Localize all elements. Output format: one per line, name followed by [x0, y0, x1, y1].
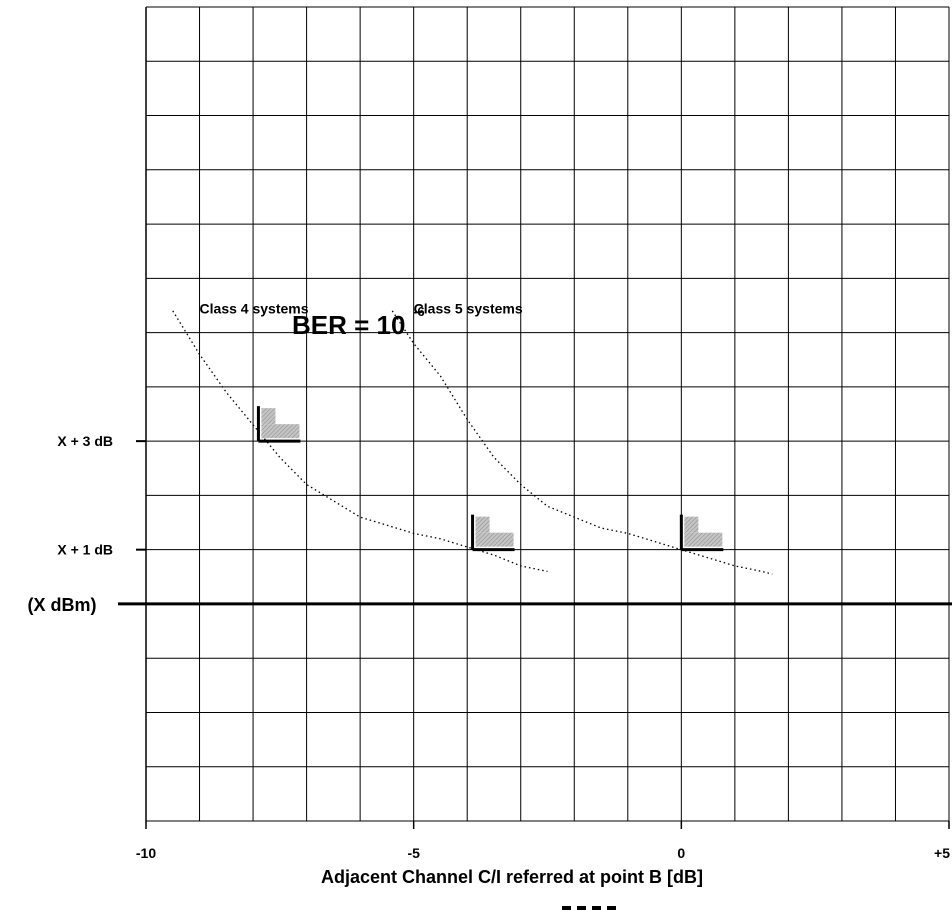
spec-marker-fill — [684, 516, 699, 533]
series-label: Class 5 systems — [414, 301, 523, 317]
dash-decoration — [562, 906, 616, 910]
reference-line-label: (X dBm) — [28, 595, 97, 615]
spec-marker-2 — [471, 514, 515, 552]
spec-marker-fill — [261, 408, 276, 425]
x-tick-label: -10 — [136, 845, 156, 861]
spec-marker-fill — [475, 532, 514, 547]
label-layer: BER = 10 -6 Adjacent Channel C/I referre… — [28, 301, 951, 887]
y-tick-label: X + 1 dB — [57, 542, 113, 558]
x-tick-label: +5 — [934, 845, 950, 861]
x-axis-label: Adjacent Channel C/I referred at point B… — [321, 867, 703, 887]
x-tick-label: -5 — [407, 845, 420, 861]
grid — [145, 6, 950, 829]
series-label: Class 4 systems — [200, 301, 309, 317]
marker-layer — [256, 406, 724, 552]
spec-marker-fill — [475, 516, 490, 533]
spec-marker-3 — [679, 514, 724, 552]
reference-layer — [118, 440, 952, 606]
chart-title-superscript: -6 — [413, 304, 425, 319]
chart-title: BER = 10 — [292, 310, 405, 340]
x-tick-label: 0 — [677, 845, 685, 861]
spec-marker-fill — [261, 424, 300, 439]
y-tick-label: X + 3 dB — [57, 433, 113, 449]
spec-marker-1 — [256, 406, 301, 443]
spec-marker-fill — [684, 532, 723, 547]
